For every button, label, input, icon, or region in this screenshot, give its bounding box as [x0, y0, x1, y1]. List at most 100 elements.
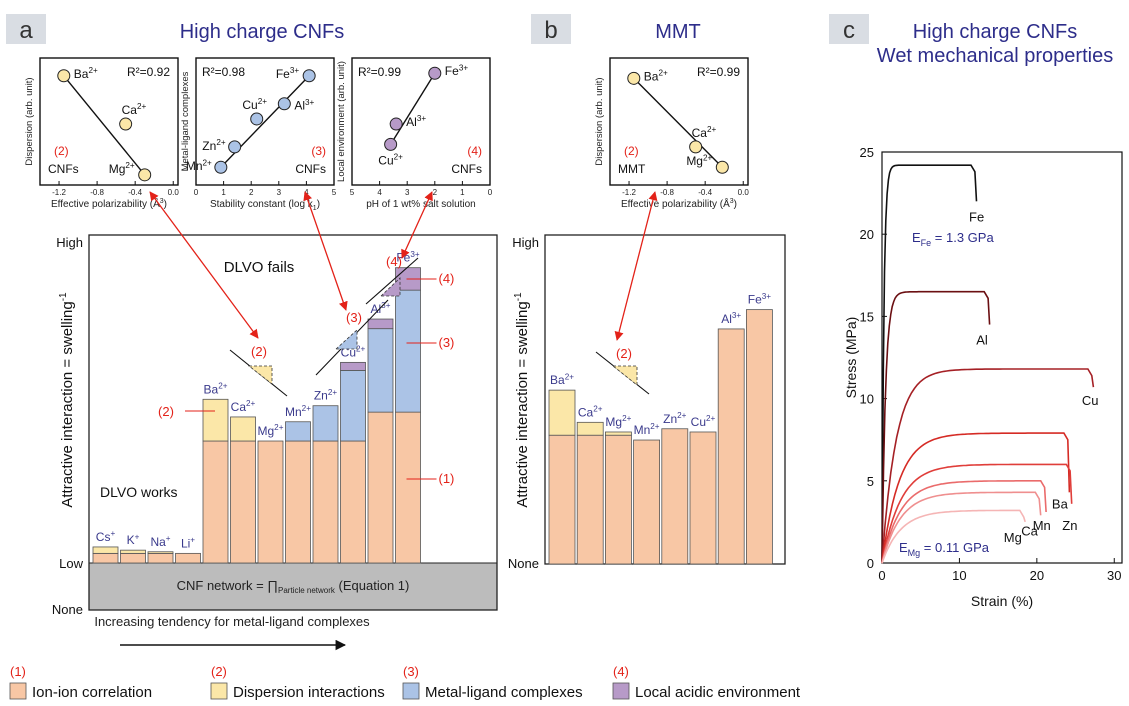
- scatter-point-label-al-symbol: Al: [406, 115, 417, 129]
- bar-a-label-ba-charge: 2+: [218, 381, 228, 390]
- bar-a-label-mg-symbol: Mg: [258, 424, 275, 438]
- legend-num: (1): [10, 664, 26, 679]
- bar-b-label-mg-charge: 2+: [622, 414, 632, 423]
- scatter-r2: R²=0.98: [202, 65, 245, 79]
- scatter-point-label-mn-symbol: Mn: [186, 159, 203, 173]
- bar-a-k: [120, 549, 146, 564]
- legend-swatch: [9, 682, 27, 700]
- ylabel-b: Attractive interaction = swelling-1: [513, 292, 531, 508]
- bar-a-fe: [395, 267, 421, 564]
- legend-item-4: (4) Local acidic environment: [612, 664, 801, 701]
- legend-label: Ion-ion correlation: [32, 684, 152, 701]
- cnf-network-label-part-1: Particle network: [278, 586, 336, 595]
- curve-label-ba: Ba: [1052, 496, 1069, 511]
- ylabel-b-part-1: -1: [513, 292, 524, 301]
- bar-a-k-dispersion: [120, 549, 146, 554]
- bar-b-al-ion-ion: [717, 328, 745, 565]
- scatter-point-label-ba: Ba2+: [644, 69, 668, 84]
- ytick-label-c: 20: [860, 227, 874, 242]
- scatter-fit-line: [390, 72, 436, 145]
- bar-b-ba-ion-ion: [548, 434, 576, 565]
- scatter-xtick-label: 1: [221, 188, 226, 197]
- panel-c-title-line1: High charge CNFs: [913, 21, 1078, 43]
- panel-b-letter: b: [544, 17, 557, 44]
- scatter-frame: [351, 57, 491, 186]
- scatter-xlabel-close: ): [164, 199, 167, 210]
- curve-al: [881, 290, 991, 564]
- scatter-point-label-mg-symbol: Mg: [109, 162, 126, 176]
- scatter-point-label-zn: Zn2+: [202, 138, 226, 153]
- bar-b-label-al: Al3+: [721, 311, 741, 326]
- scatter-point-label-al-symbol: Al: [294, 99, 305, 113]
- bar-a-label-mn: Mn2+: [285, 404, 311, 419]
- bar-a-label-cs: Cs+: [96, 529, 116, 544]
- bar-b-label-mg-symbol: Mg: [605, 415, 622, 429]
- connector-arrow-metal-ligand-a: [303, 191, 348, 311]
- scatter-xtick-label: 0.0: [168, 188, 180, 197]
- bar-a-ca: [230, 416, 256, 564]
- scatter-fit-line: [633, 77, 723, 168]
- bar-a-label-na: Na+: [150, 534, 170, 549]
- legend-swatch: [402, 682, 420, 700]
- ytick-none-b: None: [508, 556, 539, 571]
- bar-b-ca-dispersion: [576, 421, 604, 436]
- scatter-xtick-label: -0.4: [128, 188, 142, 197]
- bar-b-ba: [548, 389, 576, 565]
- plot-frame-c: [881, 151, 1123, 564]
- ytick-label-c: 10: [860, 392, 874, 407]
- modulus-mg-annotation-part-1: Mg: [908, 548, 921, 558]
- ylabel-a-part-0: Attractive interaction = swelling: [59, 301, 76, 507]
- scatter-point-label-al: Al3+: [406, 114, 426, 129]
- scatter-point-label-mn: Mn2+: [186, 158, 212, 173]
- scatter-point-zn: [228, 140, 242, 154]
- bar-a-li: [175, 552, 201, 564]
- bar-a-label-k: K+: [127, 532, 140, 547]
- bar-a-mn: [285, 421, 311, 564]
- curve-ba: [881, 432, 1071, 564]
- bar-a-label-zn: Zn2+: [314, 388, 338, 403]
- xtick-label-c: 30: [1107, 568, 1121, 583]
- legend-num: (2): [211, 664, 227, 679]
- ytick-label-c: 0: [867, 556, 874, 571]
- scatter-point-al: [277, 97, 291, 111]
- bar-a-label-ca-symbol: Ca: [231, 400, 247, 414]
- bar-a-cs-ion-ion: [92, 552, 119, 564]
- scatter-point-fe: [428, 66, 442, 80]
- scatter-ylabel: Local environment (arb. unit): [336, 61, 347, 182]
- bar-a-mg: [257, 440, 284, 564]
- scatter-xtick-label: -0.4: [698, 188, 712, 197]
- bar-b-label-cu-charge: 2+: [706, 414, 716, 423]
- bar-a-k-ion-ion: [120, 552, 146, 564]
- scatter-ylabel: Dispersion (arb. unit): [24, 77, 35, 165]
- scatter-point-label-ca: Ca2+: [692, 125, 717, 140]
- bar-a-ca-dispersion: [230, 416, 256, 442]
- bar-a-label-na-charge: +: [166, 534, 171, 543]
- modulus-fe-annotation-part-0: E: [912, 230, 921, 245]
- annot-right-a-0: (4): [439, 271, 455, 286]
- bar-a-label-al: Al3+: [371, 301, 391, 316]
- panel-a-letter: a: [19, 17, 33, 44]
- annot-dispersion-left-a: (2): [158, 404, 174, 419]
- bar-a-label-ba: Ba2+: [204, 381, 228, 396]
- scatter-point-label-ba-charge: 2+: [658, 69, 668, 78]
- scatter-point-label-mg-charge: 2+: [125, 161, 135, 170]
- legend-item-1: (1) Ion-ion correlation: [9, 664, 152, 701]
- scatter-xlabel-main: pH of 1 wt% salt solution: [366, 199, 476, 210]
- modulus-mg-annotation-part-2: = 0.11 GPa: [920, 540, 990, 555]
- ytick-high-a: High: [56, 235, 83, 250]
- bar-a-label-al-symbol: Al: [371, 302, 382, 316]
- bar-a-cu-metal-ligand: [340, 369, 366, 442]
- bar-b-fe: [746, 309, 773, 565]
- scatter-point-label-ba-charge: 2+: [88, 66, 98, 75]
- scatter-xtick-label: 1: [460, 188, 465, 197]
- bar-b-cu-ion-ion: [689, 431, 717, 565]
- scatter-r2: R²=0.99: [358, 65, 401, 79]
- cnf-network-label-part-2: (Equation 1): [335, 578, 409, 593]
- curve-label-al: Al: [976, 333, 988, 348]
- scatter-point-label-fe-symbol: Fe: [276, 67, 290, 81]
- bar-b-label-ba-symbol: Ba: [550, 373, 565, 387]
- annot-right-a-2: (1): [439, 471, 455, 486]
- scatter-tag-num: (2): [624, 144, 639, 158]
- cnf-network-label: CNF network = ∏Particle network (Equatio…: [177, 578, 410, 595]
- bar-a-ca-ion-ion: [230, 440, 256, 564]
